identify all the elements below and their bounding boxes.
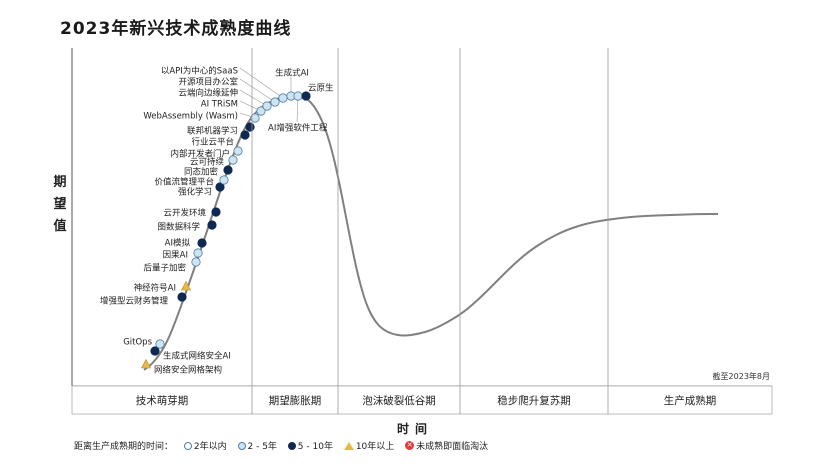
light-circle-marker [191, 257, 201, 267]
point-label: 行业云平台 [191, 137, 234, 148]
dark-circle-marker [197, 238, 207, 248]
dark-circle-marker [301, 91, 311, 101]
phase-label: 生产成熟期 [664, 394, 717, 407]
light-circle-marker [293, 91, 303, 101]
phase-label: 技术萌芽期 [136, 394, 189, 407]
point-label: 云可持续 [190, 157, 225, 168]
point-label: 网络安全网格架构 [154, 365, 222, 376]
light-circle-marker [193, 248, 203, 258]
leader-line [239, 67, 284, 99]
labels-layer: 网络安全网格架构 生成式网络安全AI GitOps 增强型云财务管理 神经符号AI 后量子… [100, 66, 334, 376]
legend-item-dark: 5 - 10年 [287, 439, 333, 452]
point-label: 生成式AI [275, 68, 309, 79]
dark-circle-marker [150, 346, 160, 356]
light-circle-marker [256, 106, 266, 116]
point-label: 开源项目办公室 [178, 77, 238, 88]
triangle-marker [181, 280, 191, 291]
white-circle-icon [183, 441, 192, 450]
page-title: 2023年新兴技术成熟度曲线 [60, 19, 292, 39]
light-circle-marker [233, 146, 243, 156]
point-label: AI TRiSM [201, 100, 238, 110]
point-label: AI模拟 [165, 238, 191, 249]
dark-circle-marker [207, 220, 217, 230]
light-circle-marker [228, 155, 238, 165]
leader-line [239, 89, 268, 107]
legend-prefix: 距离生产成熟期的时间： [74, 442, 174, 452]
points-layer [141, 91, 311, 369]
legend-item-light: 2 - 5年 [237, 439, 277, 452]
dark-circle-marker [215, 182, 225, 192]
phase-band-box [71, 385, 773, 415]
point-label: WebAssembly (Wasm) [143, 112, 238, 122]
light-circle-marker [278, 93, 288, 103]
point-label: 价值流管理平台 [154, 177, 214, 188]
dark-circle-marker [245, 122, 255, 132]
phase-label: 期望膨胀期 [269, 394, 322, 407]
phase-label: 稳步爬升复苏期 [497, 394, 571, 407]
as-of-note: 截至2023年8月 [712, 372, 770, 381]
dark-circle-marker [223, 165, 233, 175]
point-label: 强化学习 [178, 187, 212, 198]
x-axis-label: 时间 [396, 422, 433, 436]
point-label: 内部开发者门户 [170, 149, 230, 160]
point-label: AI增强软件工程 [268, 123, 328, 134]
point-label: 因果AI [163, 251, 188, 261]
point-label: 云端向边缘延伸 [178, 88, 238, 99]
point-label: 后量子加密 [143, 263, 186, 274]
light-circle-marker [250, 113, 260, 123]
light-circle-marker [262, 101, 272, 111]
legend-item-obsolete: ✕ 未成熟即面临淘汰 [405, 441, 489, 452]
dark-circle-marker [240, 130, 250, 140]
point-label: 同态加密 [184, 167, 219, 178]
light-circle-icon [237, 441, 246, 450]
point-label: 联邦机器学习 [187, 126, 238, 137]
light-circle-marker [155, 339, 165, 349]
point-label: 以API为中心的SaaS [161, 66, 238, 77]
legend: 距离生产成熟期的时间： 2年以内 2 - 5年 5 - 10年 10年以上 ✕ 未… [74, 439, 488, 452]
phase-band: 技术萌芽期 期望膨胀期 泡沫破裂低谷期 稳步爬升复苏期 生产成熟期 [71, 48, 773, 415]
dark-circle-marker [211, 207, 221, 217]
triangle-icon [343, 441, 354, 450]
phase-label: 泡沫破裂低谷期 [362, 394, 436, 407]
point-label: 神经符号AI [134, 283, 176, 294]
point-label: 图数据科学 [157, 222, 200, 233]
legend-item-white: 2年以内 [183, 439, 227, 452]
point-label: 生成式网络安全AI [163, 351, 231, 362]
dark-circle-marker [177, 292, 187, 302]
triangle-marker [141, 358, 151, 369]
light-circle-marker [270, 97, 280, 107]
point-label: 增强型云财务管理 [100, 296, 169, 307]
dark-circle-icon [287, 441, 296, 450]
point-label: 云开发环境 [163, 208, 206, 219]
leader-line [239, 78, 276, 103]
point-label: GitOps [123, 338, 152, 348]
x-circle-icon: ✕ [405, 441, 415, 450]
point-label: 云原生 [308, 83, 334, 94]
light-circle-marker [219, 175, 229, 185]
legend-item-triangle: 10年以上 [343, 439, 394, 452]
y-axis-label: 期望值 [53, 175, 67, 234]
